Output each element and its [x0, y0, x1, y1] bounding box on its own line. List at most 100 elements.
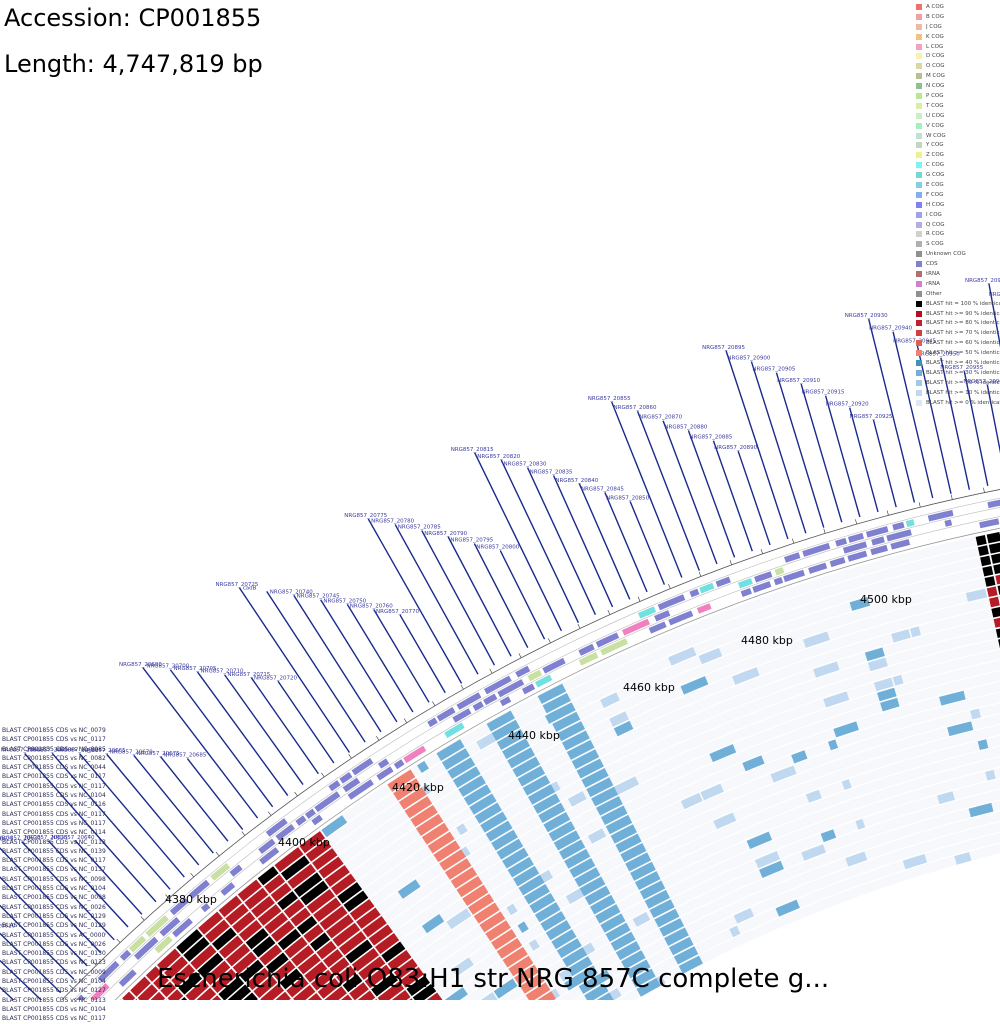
legend-item: Y COG [916, 140, 1000, 150]
cds-feature [658, 594, 686, 610]
axis-tick [548, 638, 550, 642]
legend-label: BLAST hit >= 60 % identical [926, 340, 1000, 346]
legend-item: D COG [916, 51, 1000, 61]
track-label: BLAST CP001855 CDS vs NC_008253 [2, 754, 106, 763]
track-label: BLAST CP001855 CDS vs AC_000091 [2, 931, 106, 940]
gene-label: NRG857_20790 [424, 531, 467, 537]
track-label: BLAST CP001855 CDS vs NC_009801 [2, 875, 106, 884]
legend-item: BLAST hit >= 10 % identical [916, 388, 1000, 398]
legend-item: H COG [916, 200, 1000, 210]
axis-tick [404, 719, 407, 723]
legend-swatch [916, 340, 922, 346]
legend-item: BLAST hit >= 30 % identical [916, 368, 1000, 378]
legend-item: N COG [916, 81, 1000, 91]
legend-label: K COG [926, 34, 944, 40]
axis-tick [730, 560, 732, 565]
gene-line [869, 319, 915, 502]
gene-label: NRG857_20845 [581, 486, 624, 492]
cds-feature [314, 791, 340, 812]
blast-hit [985, 576, 996, 587]
legend-item: R COG [916, 229, 1000, 239]
legend-swatch [916, 212, 922, 218]
gene-line [225, 675, 303, 785]
track-label: BLAST CP001855 CDS vs NC_013753 [2, 865, 106, 874]
axis-tick-label: 4440 kbp [508, 729, 560, 742]
legend-label: BLAST hit >= 0 % identical [926, 400, 1000, 406]
cds-feature [697, 603, 712, 614]
axis-tick-label: 4480 kbp [741, 634, 793, 647]
track-label: BLAST CP001855 CDS vs NC_010468 [2, 884, 106, 893]
track-label: BLAST CP001855 CDS vs NC_010473 [2, 977, 106, 986]
gene-label: NRG857_20835 [530, 470, 573, 476]
legend-label: rRNA [926, 281, 940, 287]
legend-item: BLAST hit >= 70 % identical [916, 328, 1000, 338]
gene-line [374, 609, 429, 702]
legend-swatch [916, 73, 922, 79]
legend-label: G COG [926, 172, 944, 178]
axis-tick [321, 773, 324, 777]
axis-tick-label: 4380 kbp [165, 893, 217, 906]
gene-line [143, 668, 258, 818]
legend-label: P COG [926, 93, 944, 99]
gene-line [198, 672, 288, 796]
legend-label: B COG [926, 14, 944, 20]
gene-line [170, 670, 272, 807]
legend-swatch [916, 93, 922, 99]
legend-swatch [916, 113, 922, 119]
cds-feature [394, 759, 405, 769]
cds-feature [906, 519, 915, 527]
blast-hit [954, 852, 971, 865]
track-label: BLAST CP001855 CDS vs NC_007946 [2, 726, 106, 735]
gene-label: NRG857_20910 [777, 378, 820, 384]
cds-feature [689, 589, 699, 598]
legend-label: BLAST hit >= 70 % identical [926, 330, 1000, 336]
axis-tick-label: 4400 kbp [278, 836, 330, 849]
cds-feature [870, 545, 888, 555]
legend-item: T COG [916, 101, 1000, 111]
legend-item: K COG [916, 32, 1000, 42]
legend-swatch [916, 83, 922, 89]
legend-item: A COG [916, 2, 1000, 12]
axis-tick [578, 624, 580, 629]
track-label: BLAST CP001855 CDS vs NC_009800 [2, 893, 106, 902]
axis-tick [432, 701, 435, 705]
legend-swatch [916, 390, 922, 396]
legend-swatch [916, 192, 922, 198]
legend-label: CDS [926, 261, 938, 267]
legend-label: R COG [926, 231, 944, 237]
legend-item: P COG [916, 91, 1000, 101]
cds-feature [295, 815, 306, 825]
legend-swatch [916, 370, 922, 376]
legend-label: BLAST hit >= 50 % identical [926, 350, 1000, 356]
legend-swatch [916, 103, 922, 109]
cds-feature [774, 577, 783, 585]
gene-line [751, 362, 805, 534]
track-label: BLAST CP001855 CDS vs NC_011751 [2, 782, 106, 791]
gene-line [161, 757, 228, 841]
legend-item: BLAST hit >= 60 % identical [916, 338, 1000, 348]
legend-swatch [916, 34, 922, 40]
track-label: BLAST CP001855 CDS vs NC_011353 [2, 838, 106, 847]
legend-item: O COG [916, 61, 1000, 71]
gene-label: NRG857_20785 [398, 525, 441, 531]
gene-line [400, 615, 445, 693]
gene-label: NRG857_20930 [845, 313, 888, 319]
axis-tick [519, 653, 521, 657]
axis-tick [761, 549, 763, 554]
legend-label: BLAST hit >= 90 % identical [926, 311, 1000, 317]
legend-label: E COG [926, 182, 944, 188]
cds-feature [542, 658, 565, 674]
track-label: BLAST CP001855 CDS vs NC_011742 [2, 735, 106, 744]
axis-tick [490, 669, 492, 673]
gene-label: NRG857_20720 [254, 675, 297, 681]
legend-item: W COG [916, 131, 1000, 141]
genome-title: Escherichia coli O83:H1 str NRG 857C com… [157, 964, 829, 994]
axis-tick [191, 873, 194, 877]
gene-line [278, 681, 334, 763]
gene-line [713, 441, 752, 551]
legend-label: N COG [926, 83, 944, 89]
track-label: BLAST CP001855 CDS vs NC_012947 [2, 912, 106, 921]
cds-feature [830, 557, 846, 567]
